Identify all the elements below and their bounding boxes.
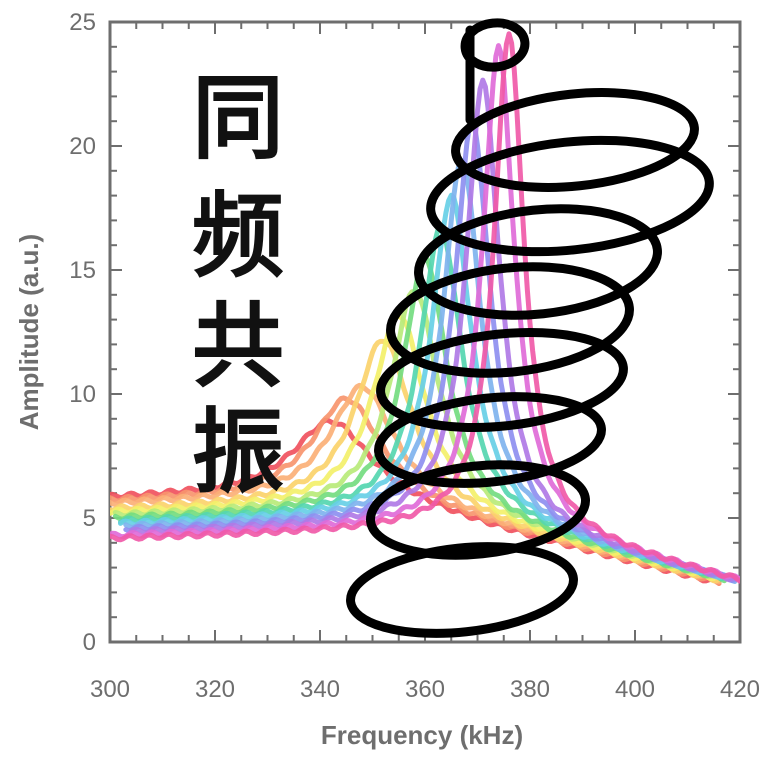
spring-coil <box>414 204 662 320</box>
series-line <box>110 31 740 584</box>
x-tick-label: 400 <box>615 676 655 703</box>
annotation-char-3: 共 <box>192 292 284 400</box>
spring-coil <box>376 328 628 432</box>
spring-coil <box>386 262 634 378</box>
spring-drawing <box>346 18 714 638</box>
spring-coil <box>426 135 714 257</box>
annotation-char-2: 频 <box>192 182 284 290</box>
y-tick-label: 0 <box>83 629 96 656</box>
y-tick-label: 20 <box>69 133 96 160</box>
x-axis-tick-labels: 300 320 340 360 380 400 420 <box>90 676 760 703</box>
y-axis-label: Amplitude (a.u.) <box>14 234 44 430</box>
x-tick-label: 420 <box>720 676 760 703</box>
y-axis-tick-labels: 0 5 10 15 20 25 <box>69 9 96 656</box>
annotation-char-1: 同 <box>192 64 284 172</box>
x-tick-label: 360 <box>405 676 445 703</box>
chinese-annotation: 同 频 共 振 <box>192 64 284 506</box>
y-tick-label: 10 <box>69 381 96 408</box>
x-tick-label: 380 <box>510 676 550 703</box>
x-axis-label: Frequency (kHz) <box>321 720 523 750</box>
spring-coil <box>451 88 699 192</box>
y-tick-label: 5 <box>83 505 96 532</box>
y-tick-label: 15 <box>69 257 96 284</box>
axis-ticks <box>109 21 741 643</box>
spring-coil <box>460 18 530 72</box>
spring-coil <box>365 460 591 560</box>
x-tick-label: 320 <box>195 676 235 703</box>
annotation-char-4: 振 <box>192 398 284 506</box>
x-tick-label: 340 <box>300 676 340 703</box>
spring-coil <box>374 392 606 488</box>
y-tick-label: 25 <box>69 9 96 36</box>
x-tick-label: 300 <box>90 676 130 703</box>
spring-coil <box>346 542 578 638</box>
